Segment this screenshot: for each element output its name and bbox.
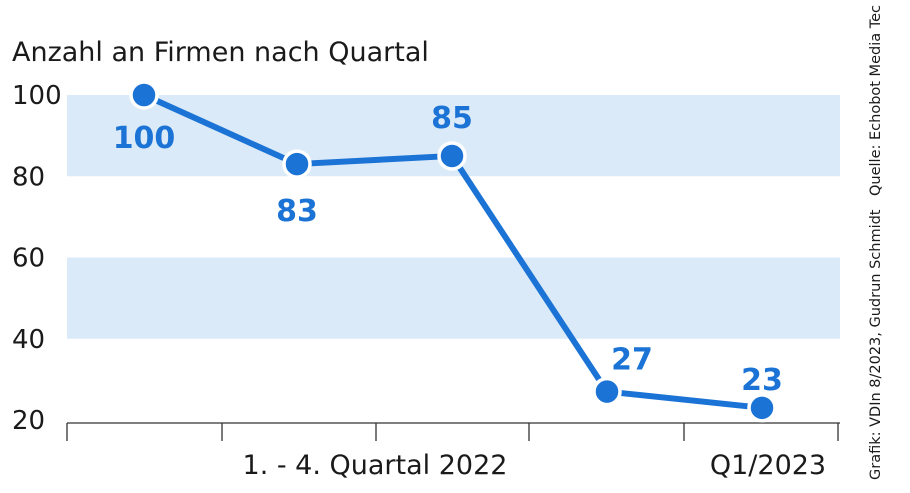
band-1 xyxy=(67,257,840,339)
y-tick-label-20: 20 xyxy=(12,406,45,436)
x-category-label-1: Q1/2023 xyxy=(710,450,826,481)
y-tick-label-100: 100 xyxy=(12,81,62,111)
background-bands xyxy=(67,95,840,339)
data-label-3: 27 xyxy=(611,343,653,378)
data-point-2 xyxy=(437,141,467,171)
data-point-3 xyxy=(592,376,622,407)
data-labels: 100 83 85 27 23 xyxy=(113,101,783,398)
data-label-1: 83 xyxy=(276,194,318,229)
y-tick-label-60: 60 xyxy=(12,244,45,274)
data-point-4 xyxy=(747,393,777,423)
data-points xyxy=(129,80,777,423)
data-point-0 xyxy=(129,80,159,110)
data-label-0: 100 xyxy=(113,121,176,156)
y-tick-label-40: 40 xyxy=(12,325,45,355)
data-label-2: 85 xyxy=(431,101,473,136)
graphic-credit: Grafik: VDIn 8/2023, Gudrun Schmidt xyxy=(868,209,884,480)
data-label-4: 23 xyxy=(741,363,783,398)
x-category-label-0: 1. - 4. Quartal 2022 xyxy=(243,450,508,481)
y-axis-ticks: 100 80 60 40 20 xyxy=(12,81,62,436)
x-axis: 1. - 4. Quartal 2022 Q1/2023 xyxy=(66,422,840,481)
y-tick-label-80: 80 xyxy=(12,162,45,192)
data-point-1 xyxy=(282,149,312,179)
source-credit: Quelle: Echobot Media Tec xyxy=(868,5,884,196)
chart-title: Anzahl an Firmen nach Quartal xyxy=(12,37,429,68)
